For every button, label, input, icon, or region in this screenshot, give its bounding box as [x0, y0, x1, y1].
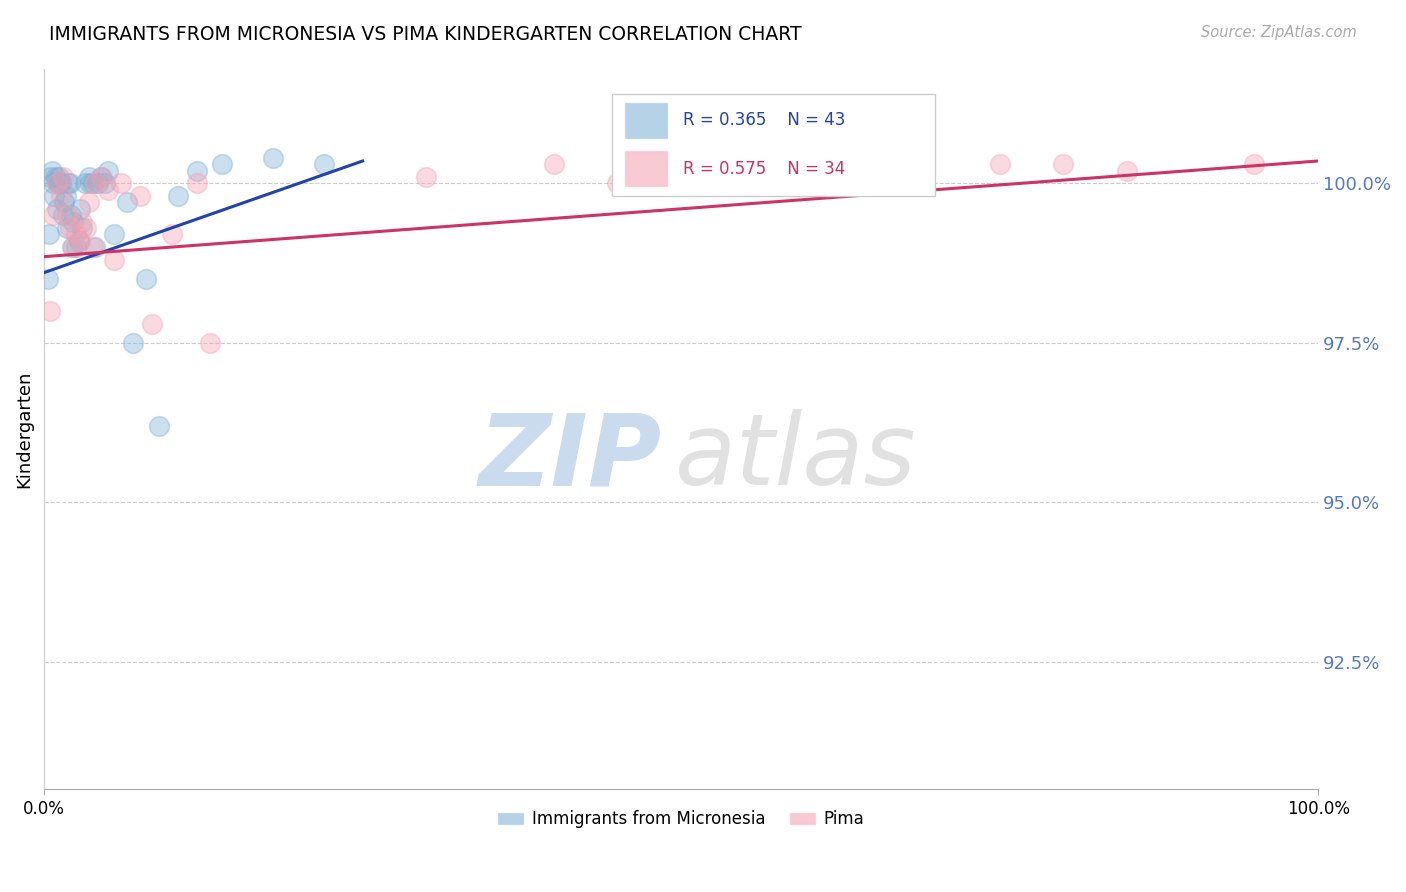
- Point: [58, 177, 80, 191]
- Point: [52, 208, 75, 222]
- Point: [94, 177, 117, 191]
- Point: [75, 221, 97, 235]
- Point: [211, 157, 233, 171]
- Point: [55, 189, 77, 203]
- Point: [900, 157, 922, 171]
- Point: [45, 177, 67, 191]
- Point: [77, 195, 100, 210]
- Point: [115, 195, 138, 210]
- Point: [90, 169, 112, 184]
- Point: [62, 240, 84, 254]
- Point: [90, 169, 112, 184]
- Text: IMMIGRANTS FROM MICRONESIA VS PIMA KINDERGARTEN CORRELATION CHART: IMMIGRANTS FROM MICRONESIA VS PIMA KINDE…: [49, 25, 801, 44]
- Point: [60, 240, 83, 254]
- Text: ZIP: ZIP: [479, 409, 662, 506]
- Point: [415, 169, 437, 184]
- Point: [314, 157, 336, 171]
- Bar: [624, 103, 666, 137]
- Point: [141, 317, 163, 331]
- Legend: Immigrants from Micronesia, Pima: Immigrants from Micronesia, Pima: [492, 804, 870, 835]
- Point: [39, 304, 62, 318]
- Point: [988, 157, 1011, 171]
- Point: [122, 335, 145, 350]
- Point: [186, 163, 208, 178]
- Point: [52, 169, 75, 184]
- Point: [1116, 163, 1139, 178]
- Point: [48, 169, 70, 184]
- Point: [97, 163, 120, 178]
- Text: R = 0.365    N = 43: R = 0.365 N = 43: [683, 112, 845, 129]
- Point: [58, 177, 80, 191]
- Point: [42, 208, 65, 222]
- Point: [65, 227, 87, 242]
- Point: [72, 221, 94, 235]
- Point: [44, 189, 66, 203]
- Point: [39, 169, 62, 184]
- Point: [46, 177, 69, 191]
- Point: [65, 240, 87, 254]
- Point: [86, 177, 108, 191]
- Point: [77, 169, 100, 184]
- Point: [56, 208, 79, 222]
- Point: [103, 227, 125, 242]
- Point: [110, 177, 132, 191]
- Point: [49, 177, 72, 191]
- Point: [67, 234, 90, 248]
- Point: [82, 240, 104, 254]
- Point: [1243, 157, 1265, 171]
- Text: R = 0.575    N = 34: R = 0.575 N = 34: [683, 160, 845, 178]
- Point: [167, 189, 190, 203]
- Point: [37, 272, 59, 286]
- Point: [53, 195, 76, 210]
- Point: [860, 163, 883, 178]
- Point: [1052, 157, 1074, 171]
- Point: [135, 272, 157, 286]
- Point: [59, 208, 82, 222]
- Y-axis label: Kindergarten: Kindergarten: [15, 370, 32, 488]
- Point: [97, 183, 120, 197]
- Point: [606, 177, 628, 191]
- Point: [49, 189, 72, 203]
- Point: [72, 214, 94, 228]
- Point: [186, 177, 208, 191]
- Point: [103, 252, 125, 267]
- Point: [45, 202, 67, 216]
- FancyBboxPatch shape: [612, 94, 935, 196]
- Point: [82, 177, 104, 191]
- Point: [73, 177, 96, 191]
- Text: atlas: atlas: [675, 409, 917, 506]
- Point: [38, 227, 60, 242]
- Point: [198, 335, 221, 350]
- Point: [62, 214, 84, 228]
- Point: [148, 418, 170, 433]
- Text: Source: ZipAtlas.com: Source: ZipAtlas.com: [1201, 25, 1357, 40]
- Point: [84, 177, 107, 191]
- Point: [58, 221, 80, 235]
- Point: [128, 189, 150, 203]
- Point: [734, 157, 756, 171]
- Point: [262, 151, 284, 165]
- Point: [69, 234, 91, 248]
- Point: [41, 163, 63, 178]
- Point: [56, 221, 79, 235]
- Point: [45, 169, 67, 184]
- Bar: [624, 151, 666, 186]
- Point: [42, 177, 65, 191]
- Point: [69, 202, 91, 216]
- Point: [84, 240, 107, 254]
- Point: [79, 177, 101, 191]
- Point: [160, 227, 183, 242]
- Point: [543, 157, 565, 171]
